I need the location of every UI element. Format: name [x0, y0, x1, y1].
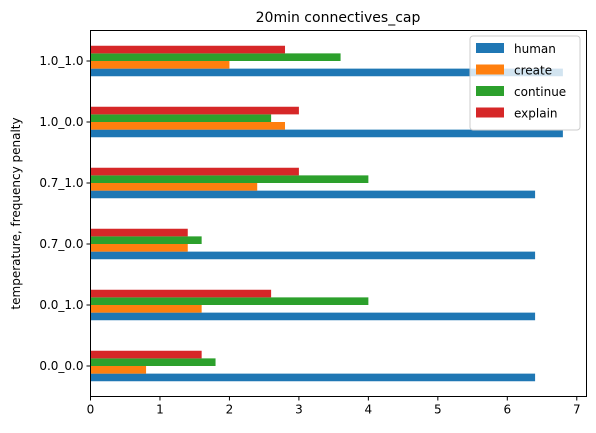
bar-create-0.7_1.0	[90, 183, 258, 191]
legend: human create continue explain	[469, 35, 581, 131]
bar-human-1.0_1.0	[90, 68, 563, 77]
bar-explain-0.0_1.0	[90, 289, 272, 298]
chart-title: 20min connectives_cap	[256, 10, 421, 26]
y-tick-label: 0.0_0.0	[39, 359, 83, 373]
bar-human-0.7_1.0	[90, 190, 536, 199]
bar-create-1.0_0.0	[90, 122, 286, 130]
y-tick-label: 0.7_0.0	[39, 237, 83, 251]
x-tick-label: 5	[434, 403, 442, 417]
x-tick-label: 1	[156, 403, 164, 417]
bar-create-1.0_1.0	[90, 61, 230, 69]
x-tick-label: 7	[573, 403, 581, 417]
bars-group	[90, 45, 563, 382]
bar-continue-0.0_0.0	[90, 358, 216, 366]
bar-explain-1.0_0.0	[90, 106, 299, 115]
bar-create-0.7_0.0	[90, 244, 188, 252]
legend-swatch-human	[476, 43, 504, 53]
bar-explain-1.0_1.0	[90, 45, 286, 54]
legend-label-human: human	[514, 42, 556, 56]
legend-label-explain: explain	[514, 107, 558, 121]
bar-human-0.0_1.0	[90, 312, 536, 321]
x-tick-label: 2	[226, 403, 234, 417]
bar-explain-0.7_0.0	[90, 228, 188, 237]
x-tick-label: 3	[295, 403, 303, 417]
legend-swatch-explain	[476, 107, 504, 118]
y-axis-ticks: 0.0_0.0 0.0_1.0 0.7_0.0 0.7_1.0 1.0_0.0 1.0_1…	[39, 54, 91, 373]
bar-create-0.0_1.0	[90, 305, 202, 313]
y-tick-label: 0.0_1.0	[39, 298, 83, 312]
y-tick-label: 1.0_1.0	[39, 54, 83, 68]
legend-swatch-continue	[476, 86, 504, 96]
bar-human-0.7_0.0	[90, 251, 536, 260]
x-tick-label: 0	[87, 403, 95, 417]
bar-continue-0.7_1.0	[90, 175, 369, 183]
x-tick-label: 6	[503, 403, 511, 417]
plot-area-frame	[90, 30, 587, 397]
x-axis-ticks: 0 1 2 3 4 5 6 7	[87, 396, 581, 417]
bar-explain-0.0_0.0	[90, 350, 202, 359]
bar-create-0.0_0.0	[90, 366, 147, 374]
bar-continue-1.0_1.0	[90, 53, 341, 61]
legend-label-create: create	[514, 64, 552, 78]
bar-explain-0.7_1.0	[90, 167, 299, 176]
legend-swatch-create	[476, 64, 504, 75]
y-tick-label: 1.0_0.0	[39, 115, 83, 129]
bar-human-1.0_0.0	[90, 129, 563, 138]
x-tick-label: 4	[365, 403, 373, 417]
bar-continue-0.7_0.0	[90, 236, 202, 244]
y-tick-label: 0.7_1.0	[39, 176, 83, 190]
legend-label-continue: continue	[514, 85, 566, 99]
legend-box	[469, 35, 581, 131]
bar-continue-0.0_1.0	[90, 297, 369, 305]
bar-human-0.0_0.0	[90, 373, 536, 382]
bar-continue-1.0_0.0	[90, 114, 272, 122]
y-axis-label: temperature, frequency penalty	[9, 117, 23, 309]
